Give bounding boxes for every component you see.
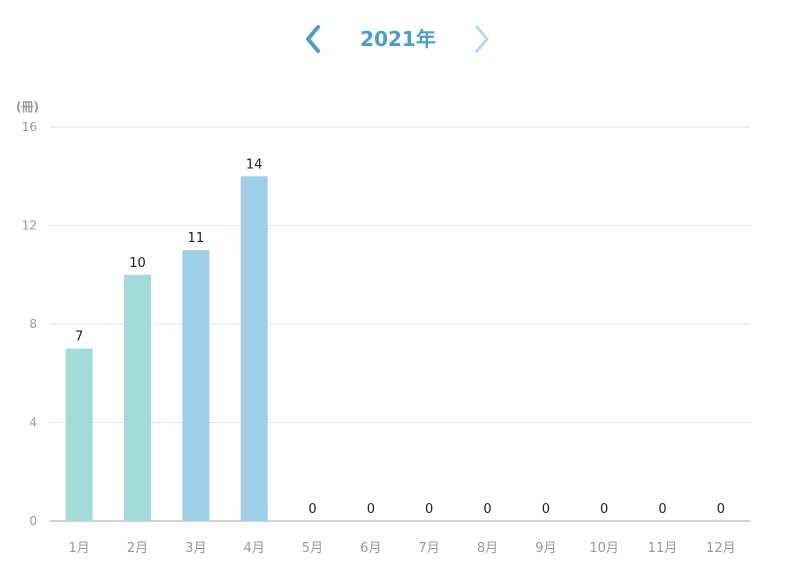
data-label: 0 <box>600 502 608 517</box>
data-label: 11 <box>188 231 205 246</box>
x-axis-ticks: 1月 2月 3月 4月 5月 6月 7月 8月 9月 10月 11月 12月 <box>69 541 736 556</box>
chevron-right-icon <box>475 25 489 53</box>
bar[interactable] <box>240 176 268 521</box>
data-label: 0 <box>367 502 375 517</box>
chevron-left-icon <box>306 25 320 53</box>
data-label: 7 <box>75 330 83 345</box>
bars <box>65 176 268 521</box>
data-label: 0 <box>717 502 725 517</box>
bar[interactable] <box>182 250 210 521</box>
bar[interactable] <box>124 274 151 521</box>
data-label: 10 <box>129 256 146 271</box>
data-label: 14 <box>246 157 263 172</box>
x-tick-label: 2月 <box>127 541 148 556</box>
x-tick-label: 8月 <box>477 541 498 556</box>
prev-year-button[interactable] <box>298 22 328 56</box>
year-navigation: 2021年 <box>0 18 786 58</box>
x-tick-label: 10月 <box>589 541 619 556</box>
data-label: 0 <box>483 502 491 517</box>
y-tick-label: 12 <box>22 219 37 233</box>
bar[interactable] <box>65 348 93 521</box>
data-label: 0 <box>542 502 550 517</box>
data-label: 0 <box>308 502 316 517</box>
next-year-button[interactable] <box>467 22 497 56</box>
x-tick-label: 4月 <box>244 541 265 556</box>
y-tick-label: 4 <box>29 416 37 430</box>
data-label: 0 <box>425 502 433 517</box>
x-tick-label: 12月 <box>706 541 736 556</box>
y-tick-label: 16 <box>22 120 37 134</box>
x-tick-label: 1月 <box>69 541 90 556</box>
y-tick-label: 0 <box>29 514 37 528</box>
x-tick-label: 3月 <box>185 541 206 556</box>
x-tick-label: 6月 <box>360 541 381 556</box>
x-tick-label: 5月 <box>302 541 323 556</box>
y-axis-ticks: 0 4 8 12 16 <box>22 120 37 528</box>
data-label: 0 <box>658 502 666 517</box>
grid-lines <box>50 126 750 522</box>
x-tick-label: 11月 <box>648 541 678 556</box>
x-tick-label: 9月 <box>535 541 556 556</box>
x-tick-label: 7月 <box>419 541 440 556</box>
y-axis-unit-label: (冊) <box>16 100 39 114</box>
y-tick-label: 8 <box>29 317 37 331</box>
year-label: 2021年 <box>360 27 436 51</box>
data-labels: 7 10 11 14 0 0 0 0 0 0 0 0 <box>75 157 725 517</box>
